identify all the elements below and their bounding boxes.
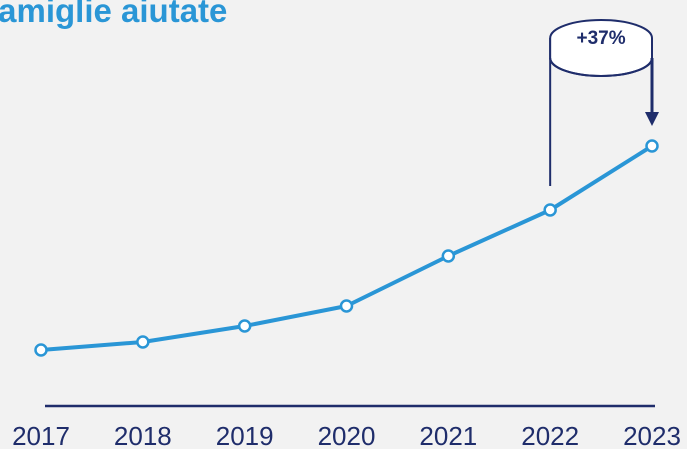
data-point xyxy=(339,299,354,313)
annotation-cylinder-top xyxy=(549,57,653,77)
growth-annotation: +37% xyxy=(549,19,659,186)
x-tick-label: 2019 xyxy=(216,421,274,449)
data-point xyxy=(441,249,456,263)
x-tick-label: 2023 xyxy=(623,421,681,449)
x-tick-label: 2018 xyxy=(114,421,172,449)
x-tick-label: 2022 xyxy=(521,421,579,449)
data-point xyxy=(645,139,659,153)
data-point xyxy=(237,319,252,333)
data-point xyxy=(136,335,150,349)
data-point xyxy=(34,343,48,357)
data-points xyxy=(34,139,659,357)
x-tick-label: 2017 xyxy=(12,421,70,449)
x-tick-label: 2021 xyxy=(419,421,477,449)
series-line xyxy=(39,144,654,352)
x-tick-labels: 2017 2018 2019 2020 2021 2022 2023 xyxy=(12,421,681,449)
annotation-label: +37% xyxy=(577,28,626,49)
chart-title: Famiglie aiutate xyxy=(0,0,227,29)
x-tick-label: 2020 xyxy=(318,421,376,449)
data-point xyxy=(543,203,557,217)
annotation-arrow-head xyxy=(645,112,659,126)
